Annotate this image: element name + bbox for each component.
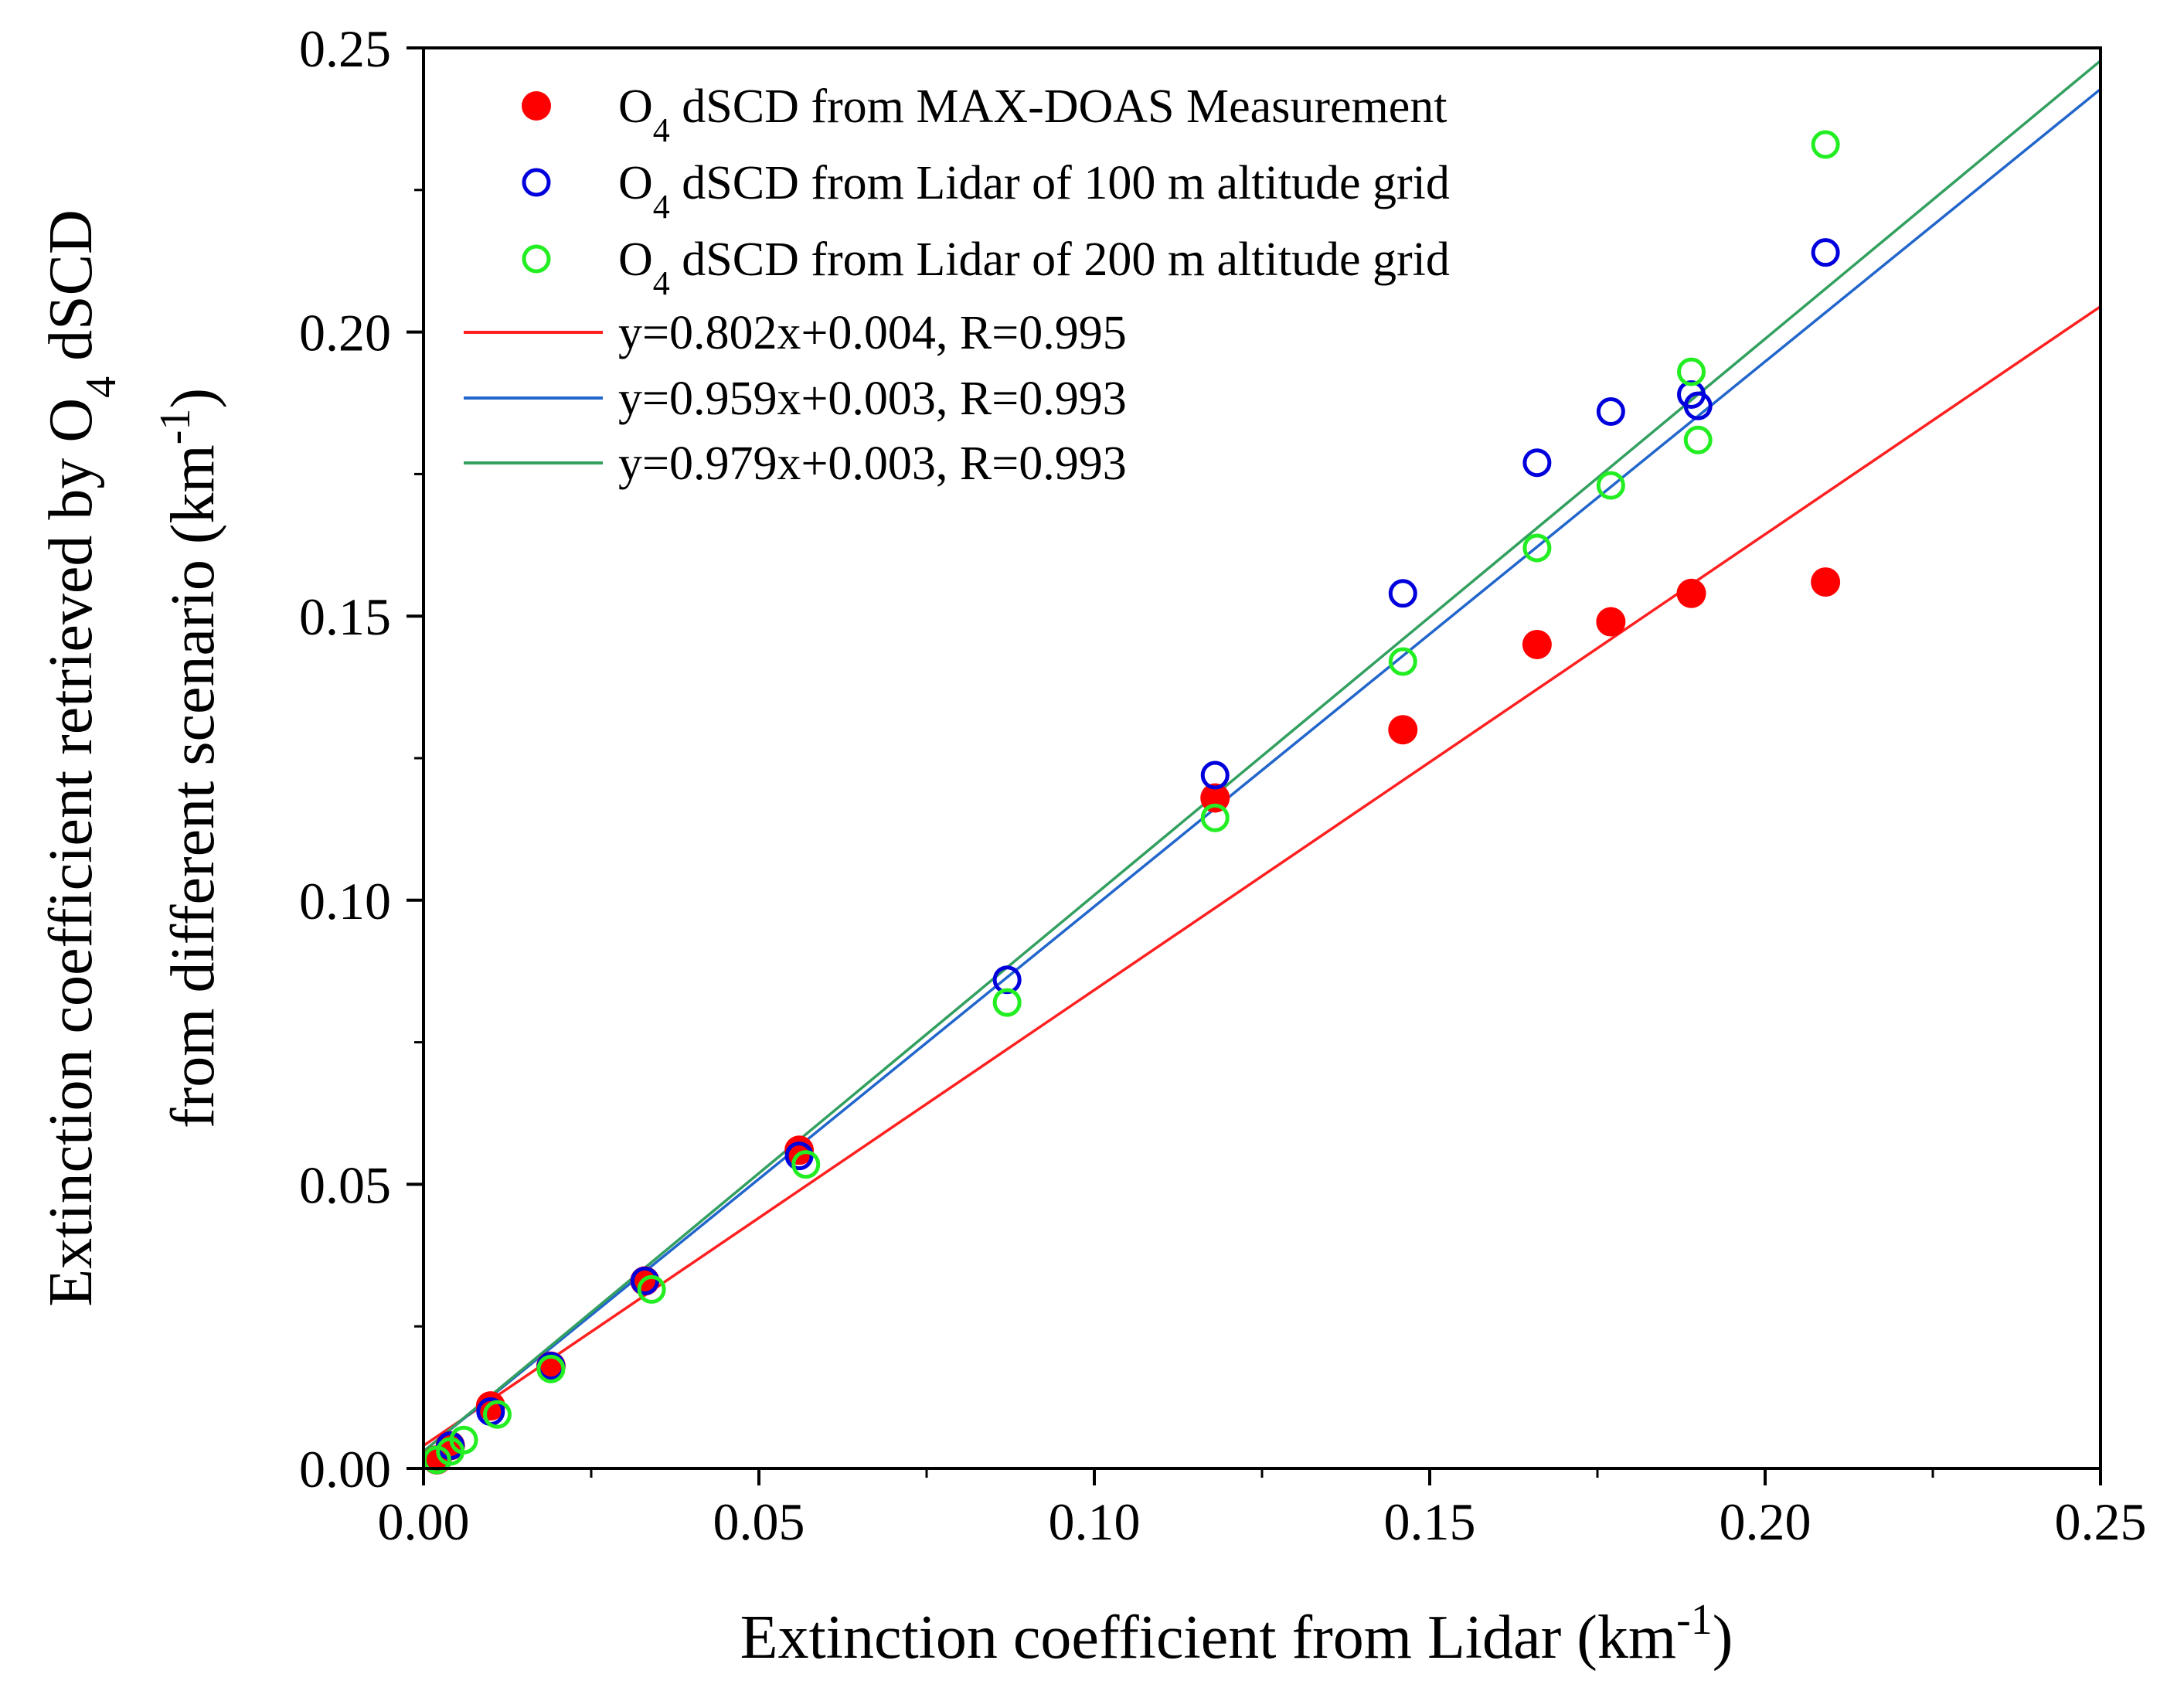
fit-lines — [422, 60, 2102, 1453]
legend-label-lidar-100m: O4 dSCD from Lidar of 100 m altitude gri… — [618, 157, 1450, 226]
data-point-series-2 — [637, 1274, 666, 1304]
data-point-series-1 — [1388, 579, 1417, 608]
legend: O4 dSCD from MAX-DOAS Measurement O4 dSC… — [464, 80, 1450, 490]
data-markers — [422, 130, 1841, 1475]
data-point-series-2 — [1522, 533, 1552, 563]
fit-line-2 — [422, 60, 2102, 1453]
data-point-series-0 — [784, 1135, 815, 1165]
data-point-series-0 — [1388, 715, 1418, 745]
data-point-series-1 — [1811, 238, 1840, 267]
y-axis-title-line2: from different scenario (km-1) — [151, 388, 227, 1128]
data-point-series-2 — [449, 1425, 478, 1455]
x-axis-ticks: 0.00 0.05 0.10 0.15 0.20 0.25 — [378, 1468, 2147, 1551]
data-point-series-2 — [1811, 130, 1840, 159]
data-point-series-2 — [1683, 425, 1713, 454]
data-point-series-0 — [1522, 629, 1552, 659]
x-axis-title: Extinction coefficient from Lidar (km-1) — [740, 1596, 1733, 1672]
x-tick-label: 0.25 — [2055, 1492, 2147, 1551]
y-tick-label: 0.15 — [299, 587, 391, 646]
y-tick-label: 0.25 — [299, 19, 391, 78]
legend-label-fit-red: y=0.802x+0.004, R=0.995 — [618, 307, 1127, 359]
data-point-series-1 — [1522, 448, 1552, 478]
data-point-series-2 — [992, 988, 1022, 1017]
data-point-series-0 — [1811, 567, 1841, 597]
x-tick-label: 0.10 — [1049, 1492, 1141, 1551]
data-point-series-2 — [536, 1354, 566, 1383]
x-tick-label: 0.00 — [378, 1492, 470, 1551]
data-point-series-0 — [1596, 607, 1626, 637]
data-point-series-2 — [1388, 647, 1417, 676]
y-tick-label: 0.05 — [299, 1155, 391, 1214]
y-tick-label: 0.20 — [299, 304, 391, 362]
legend-marker-lidar-100m — [522, 168, 551, 197]
data-point-series-1 — [784, 1142, 814, 1171]
data-point-series-2 — [1677, 357, 1706, 386]
data-point-series-2 — [791, 1150, 821, 1179]
data-point-series-1 — [630, 1266, 659, 1295]
data-point-series-2 — [482, 1400, 512, 1429]
legend-label-fit-green: y=0.979x+0.003, R=0.993 — [618, 437, 1127, 490]
data-point-series-1 — [992, 965, 1022, 995]
x-tick-label: 0.05 — [713, 1492, 805, 1551]
legend-label-maxdoas: O4 dSCD from MAX-DOAS Measurement — [618, 80, 1447, 149]
y-tick-label: 0.00 — [299, 1440, 391, 1499]
data-point-series-0 — [435, 1431, 465, 1461]
data-point-series-1 — [1596, 397, 1625, 427]
y-tick-label: 0.10 — [299, 872, 391, 931]
legend-marker-lidar-200m — [522, 244, 551, 274]
x-tick-label: 0.15 — [1384, 1492, 1476, 1551]
legend-label-fit-blue: y=0.959x+0.003, R=0.993 — [618, 373, 1127, 425]
data-point-series-2 — [1200, 803, 1230, 832]
legend-label-lidar-200m: O4 dSCD from Lidar of 200 m altitude gri… — [618, 233, 1450, 302]
data-point-series-2 — [1596, 471, 1625, 500]
fit-line-0 — [423, 305, 2101, 1448]
legend-marker-maxdoas — [522, 91, 551, 121]
fit-line-1 — [422, 87, 2102, 1453]
data-point-series-0 — [1200, 783, 1230, 813]
data-point-series-1 — [1683, 391, 1713, 420]
data-point-series-0 — [1676, 578, 1706, 608]
x-tick-label: 0.20 — [1720, 1492, 1811, 1551]
data-point-series-1 — [1200, 760, 1230, 790]
y-axis-ticks: 0.00 0.05 0.10 0.15 0.20 0.25 — [299, 19, 424, 1499]
y-axis-title-line1: Extinction coefficient retrieved by O4 d… — [37, 209, 125, 1306]
